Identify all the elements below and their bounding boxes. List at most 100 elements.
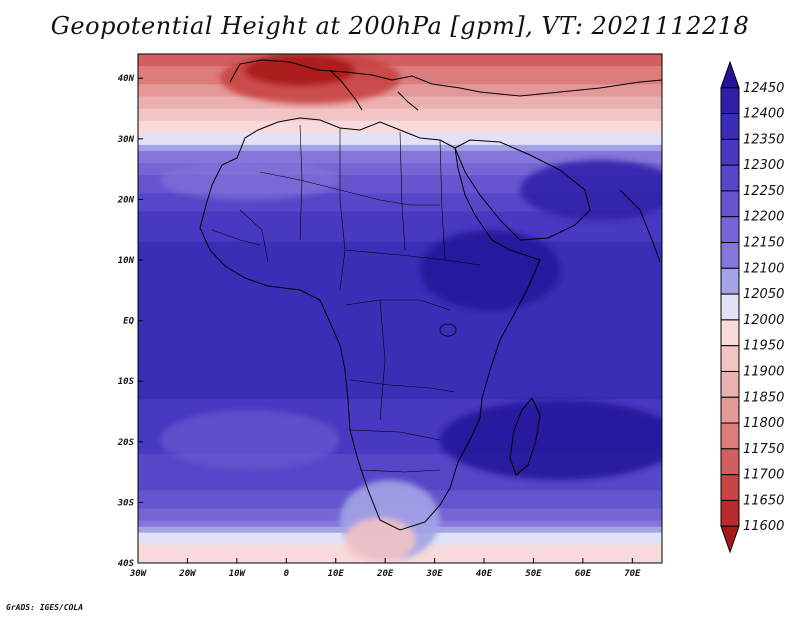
height-band [138, 193, 662, 201]
lon-tick-label: 0 [284, 569, 290, 579]
lon-tick-label: 20W [178, 569, 197, 579]
height-band [138, 375, 662, 382]
colorbar-label: 12150 [743, 236, 784, 251]
height-band [138, 253, 662, 261]
height-band [138, 556, 662, 563]
lon-tick-label: 10W [229, 569, 247, 579]
height-band [138, 120, 662, 128]
height-band [138, 157, 662, 164]
colorbar-swatch [720, 370, 740, 398]
colorbar-swatch [720, 190, 740, 218]
height-band [138, 453, 662, 461]
lat-tick-label: EQ [123, 317, 134, 327]
lake-victoria [439, 323, 457, 337]
ridge-north-africa [160, 160, 340, 200]
colorbar-label: 12100 [743, 261, 784, 276]
colorbar-label: 12050 [743, 287, 784, 302]
height-band [138, 326, 662, 334]
colorbar-swatch [720, 422, 740, 450]
height-band [138, 235, 662, 243]
longitude-axis: 30W 20W 10W 0 10E 20E 30E 40E 50E 60E 70E [129, 558, 641, 579]
height-band [138, 144, 662, 152]
arabia-coastline [454, 139, 591, 241]
lon-tick-label: 60E [575, 569, 592, 579]
colorbar-label: 11950 [743, 339, 784, 354]
colorbar-swatch [720, 499, 740, 527]
anomaly-blobs [160, 54, 662, 562]
border-line [379, 299, 386, 421]
colorbar-bottom-arrow [720, 525, 740, 554]
border-line [349, 379, 456, 393]
colorbar-swatch [720, 319, 740, 347]
lat-tick-label: 40N [118, 74, 135, 84]
colorbar-label: 11900 [743, 364, 784, 379]
colorbar-swatch [720, 448, 740, 476]
colorbar-swatch [720, 138, 740, 166]
colorbar-swatch [720, 396, 740, 424]
height-band [138, 102, 662, 110]
height-band [138, 169, 662, 176]
colorbar-swatch [720, 164, 740, 192]
lon-tick-label: 30E [425, 569, 443, 579]
lat-tick-label: 20S [117, 438, 135, 448]
height-band [138, 411, 662, 419]
height-band [138, 393, 662, 400]
colorbar-label: 12250 [743, 184, 784, 199]
height-band [138, 247, 662, 255]
height-band [138, 272, 662, 279]
height-band [138, 181, 662, 188]
map-title: Geopotential Height at 200hPa [gpm], VT:… [50, 12, 750, 40]
height-band [138, 84, 662, 91]
height-band [138, 344, 662, 352]
height-band [138, 441, 662, 449]
height-band [138, 205, 662, 213]
border-line [349, 429, 441, 441]
height-band [138, 350, 662, 358]
colorbar-swatch [720, 474, 740, 501]
colorbar-label: 12200 [743, 210, 784, 225]
colorbar-label: 11800 [743, 416, 784, 431]
colorbar-label: 12000 [743, 313, 784, 328]
country-borders [211, 124, 481, 473]
border-line [399, 131, 406, 251]
height-band [138, 60, 662, 67]
colorbar-swatch [720, 345, 740, 372]
grads-footer: GrADS: IGES/COLA [6, 603, 84, 612]
colorbar-swatch [720, 216, 740, 244]
height-band [138, 399, 662, 407]
colorbar-label: 11750 [743, 442, 784, 457]
colorbar: 12450 12400 12350 12300 12250 12200 12150 12100… [720, 60, 784, 554]
lon-tick-label: 40E [476, 569, 493, 579]
height-band [138, 96, 662, 104]
border-line [299, 124, 303, 241]
border-line [344, 299, 451, 311]
height-band [138, 459, 662, 467]
border-line [439, 139, 446, 261]
height-band [138, 175, 662, 182]
lower-cell-atlantic [160, 410, 340, 470]
colorbar-swatch [720, 87, 740, 115]
colorbar-top-arrow [720, 60, 740, 89]
height-band [138, 314, 662, 322]
height-band [138, 114, 662, 122]
lat-tick-label: 40S [118, 559, 135, 569]
low-cell-mediterranean-core [245, 54, 355, 86]
height-band [138, 429, 662, 437]
colorbar-label: 11700 [743, 468, 784, 483]
height-band [138, 108, 662, 116]
colorbar-label: 11850 [743, 390, 784, 405]
field-layer [138, 54, 662, 563]
height-band [138, 332, 662, 340]
height-band [138, 290, 662, 297]
border-line [259, 171, 440, 206]
lat-tick-label: 30S [117, 498, 135, 508]
trough-south-atlantic-core [345, 518, 415, 562]
height-band [138, 72, 662, 79]
border-line [211, 229, 261, 246]
height-band [138, 308, 662, 316]
height-band [138, 229, 662, 237]
colorbar-label: 12400 [743, 107, 784, 122]
height-band [138, 284, 662, 291]
height-band [138, 338, 662, 346]
